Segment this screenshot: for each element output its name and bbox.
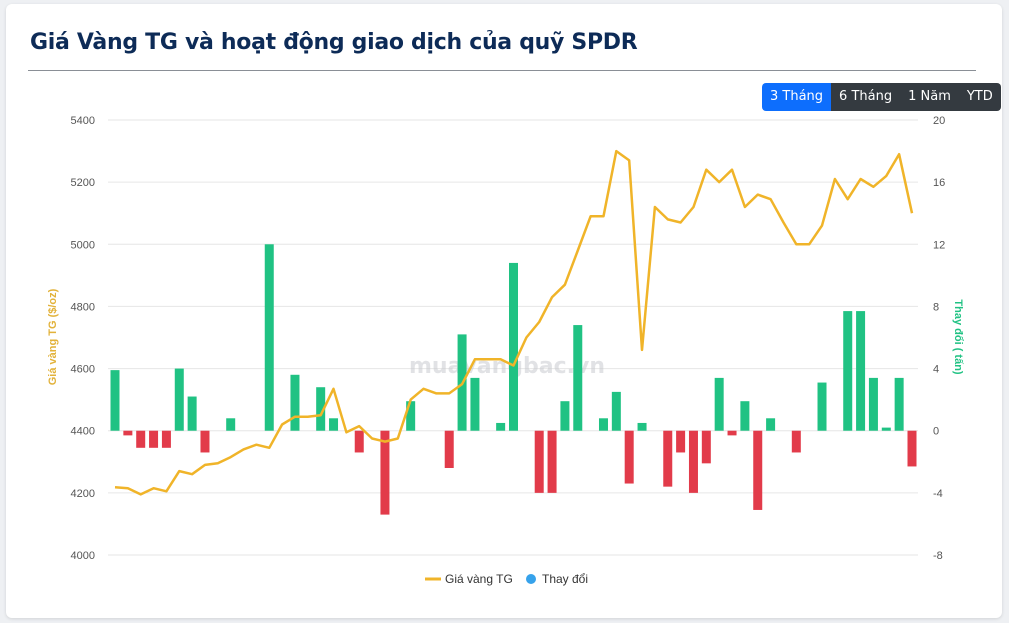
left-tick-label: 4400	[71, 426, 95, 438]
left-tick-label: 4000	[71, 550, 95, 562]
change-bar[interactable]	[264, 244, 274, 431]
range-button-3-months[interactable]: 3 Tháng	[762, 83, 832, 111]
change-bar[interactable]	[856, 311, 866, 431]
legend-label-price[interactable]: Giá vàng TG	[445, 572, 513, 586]
change-bar[interactable]	[329, 418, 339, 431]
change-bar[interactable]	[611, 391, 621, 431]
legend-dot-swatch	[526, 574, 536, 584]
change-bar[interactable]	[226, 418, 236, 431]
change-bar[interactable]	[624, 430, 634, 484]
left-tick-label: 5400	[71, 115, 95, 127]
right-tick-label: 4	[933, 364, 939, 376]
price-line-group	[114, 149, 914, 496]
range-button-ytd[interactable]: YTD	[958, 83, 1001, 111]
change-bar[interactable]	[187, 396, 197, 431]
change-bar[interactable]	[149, 430, 159, 448]
change-bar[interactable]	[766, 418, 776, 431]
change-bar[interactable]	[753, 430, 763, 510]
change-bar[interactable]	[354, 430, 364, 453]
right-tick-label: -4	[933, 488, 943, 500]
change-bar[interactable]	[200, 430, 210, 453]
change-bar[interactable]	[110, 370, 120, 431]
change-bar[interactable]	[598, 418, 608, 431]
change-bar[interactable]	[740, 401, 750, 431]
change-bar[interactable]	[663, 430, 673, 487]
right-tick-label: 12	[933, 239, 945, 251]
right-tick-label: 20	[933, 115, 945, 127]
left-tick-label: 4600	[71, 364, 95, 376]
change-bar[interactable]	[161, 430, 171, 448]
change-bar[interactable]	[123, 430, 133, 436]
change-bar[interactable]	[560, 401, 570, 431]
chart-legend: Giá vàng TG Thay đổi	[425, 572, 588, 586]
change-bar[interactable]	[676, 430, 686, 453]
change-bar[interactable]	[444, 430, 454, 468]
change-bar[interactable]	[701, 430, 711, 464]
right-tick-label: -8	[933, 550, 943, 562]
change-bar[interactable]	[907, 430, 917, 467]
right-axis-label: Thay đổi ( tấn)	[952, 299, 964, 375]
change-bar[interactable]	[316, 387, 326, 431]
left-tick-label: 5000	[71, 239, 95, 251]
right-tick-label: 8	[933, 301, 939, 313]
range-button-1-year[interactable]: 1 Năm	[900, 83, 959, 111]
change-bar[interactable]	[894, 377, 904, 431]
change-bar[interactable]	[290, 374, 300, 431]
change-bar[interactable]	[509, 262, 518, 431]
title-divider	[28, 70, 976, 71]
change-bar[interactable]	[727, 430, 737, 436]
change-bar[interactable]	[637, 422, 647, 431]
right-tick-label: 16	[933, 177, 945, 189]
left-tick-label: 4800	[71, 301, 95, 313]
range-selector: 3 Tháng 6 Tháng 1 Năm YTD	[762, 83, 1001, 111]
range-button-6-months[interactable]: 6 Tháng	[831, 83, 901, 111]
change-bar[interactable]	[881, 427, 891, 431]
left-tick-label: 4200	[71, 488, 95, 500]
legend-label-change[interactable]: Thay đổi	[542, 572, 588, 586]
right-tick-label: 0	[933, 426, 939, 438]
change-bar[interactable]	[714, 377, 724, 431]
watermark-text: muavangbac.vn	[409, 354, 605, 379]
change-bar[interactable]	[791, 430, 801, 453]
change-bar[interactable]	[470, 377, 480, 431]
change-bar[interactable]	[868, 377, 878, 431]
change-bar[interactable]	[547, 430, 557, 493]
change-bar[interactable]	[688, 430, 698, 493]
price-line[interactable]	[114, 149, 914, 496]
left-axis-ticks: 5400 5200 5000 4800 4600 4400 4200 4000	[71, 115, 95, 562]
change-bar[interactable]	[136, 430, 146, 448]
change-bar[interactable]	[496, 422, 506, 431]
change-bar[interactable]	[380, 430, 390, 515]
change-bar[interactable]	[843, 311, 853, 431]
page-title: Giá Vàng TG và hoạt động giao dịch của q…	[30, 30, 638, 55]
left-tick-label: 5200	[71, 177, 95, 189]
left-axis-label: Giá vàng TG ($/oz)	[47, 288, 59, 385]
change-bar[interactable]	[534, 430, 544, 493]
change-bar[interactable]	[406, 401, 416, 431]
change-bar[interactable]	[817, 382, 827, 431]
change-bars	[110, 244, 917, 515]
change-bar[interactable]	[174, 368, 184, 431]
right-axis-ticks: 20 16 12 8 4 0 -4 -8	[933, 115, 945, 562]
change-bar[interactable]	[573, 325, 583, 431]
